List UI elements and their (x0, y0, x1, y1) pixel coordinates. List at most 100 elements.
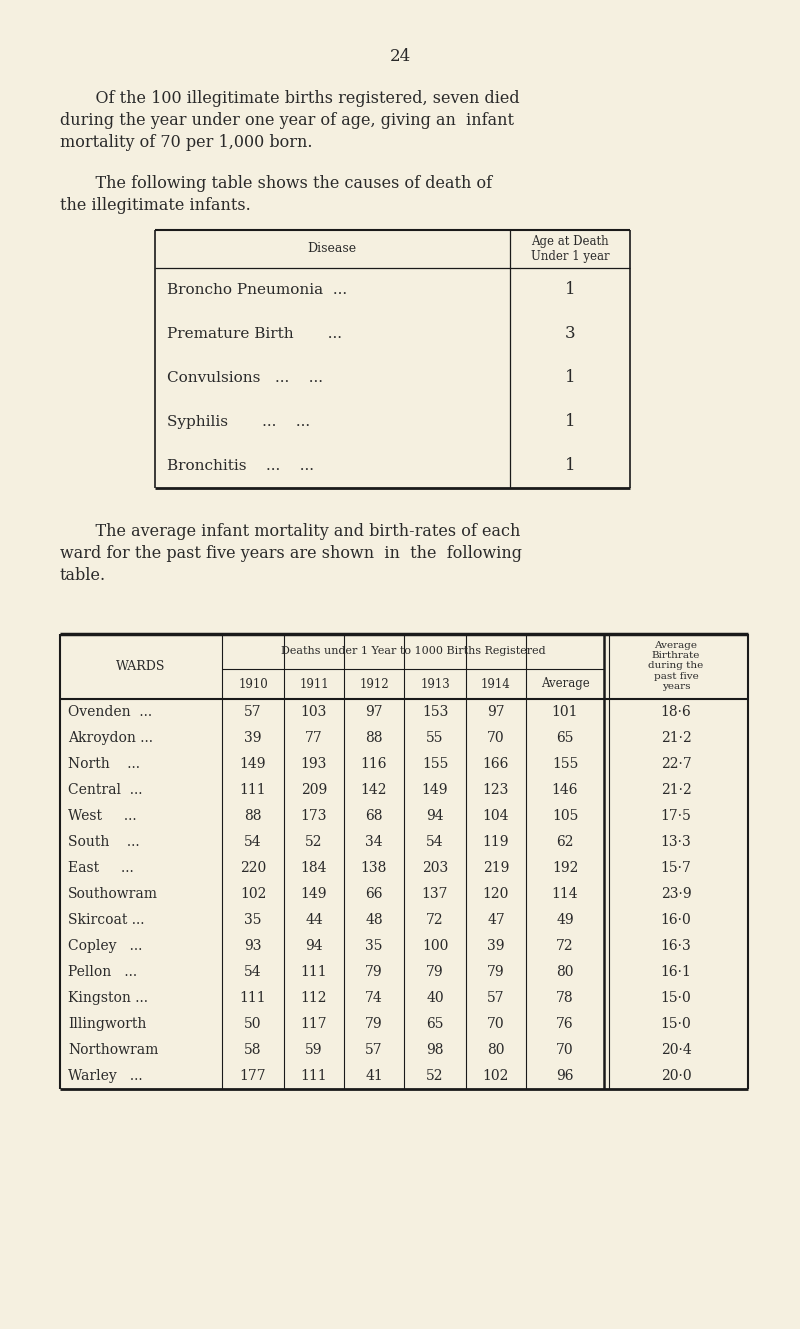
Text: 155: 155 (422, 758, 448, 771)
Text: 62: 62 (556, 835, 574, 849)
Text: 23·9: 23·9 (661, 886, 691, 901)
Text: 16·1: 16·1 (661, 965, 691, 979)
Text: 49: 49 (556, 913, 574, 928)
Text: Age at Death
Under 1 year: Age at Death Under 1 year (530, 235, 610, 263)
Text: The following table shows the causes of death of: The following table shows the causes of … (75, 175, 492, 191)
Text: Broncho Pneumonia  ...: Broncho Pneumonia ... (167, 283, 347, 296)
Text: 1: 1 (565, 369, 575, 387)
Text: 1: 1 (565, 457, 575, 474)
Text: 138: 138 (361, 861, 387, 874)
Text: 57: 57 (365, 1043, 383, 1057)
Text: 54: 54 (426, 835, 444, 849)
Text: Skircoat ...: Skircoat ... (68, 913, 145, 928)
Text: 94: 94 (426, 809, 444, 823)
Text: Pellon   ...: Pellon ... (68, 965, 137, 979)
Text: 18·6: 18·6 (661, 704, 691, 719)
Text: 15·0: 15·0 (661, 1017, 691, 1031)
Text: 101: 101 (552, 704, 578, 719)
Text: 1914: 1914 (481, 678, 511, 691)
Text: table.: table. (60, 567, 106, 583)
Text: 184: 184 (301, 861, 327, 874)
Text: 103: 103 (301, 704, 327, 719)
Text: 44: 44 (305, 913, 323, 928)
Text: 111: 111 (240, 783, 266, 797)
Text: 149: 149 (301, 886, 327, 901)
Text: 155: 155 (552, 758, 578, 771)
Text: 1912: 1912 (359, 678, 389, 691)
Text: 76: 76 (556, 1017, 574, 1031)
Text: 35: 35 (244, 913, 262, 928)
Text: 116: 116 (361, 758, 387, 771)
Text: Average
Birthrate
during the
past five
years: Average Birthrate during the past five y… (648, 641, 704, 691)
Text: 24: 24 (390, 48, 410, 65)
Text: Central  ...: Central ... (68, 783, 142, 797)
Text: Syphilis       ...    ...: Syphilis ... ... (167, 415, 310, 429)
Text: 21·2: 21·2 (661, 783, 691, 797)
Text: mortality of 70 per 1,000 born.: mortality of 70 per 1,000 born. (60, 134, 313, 152)
Text: 111: 111 (240, 991, 266, 1005)
Text: 93: 93 (244, 940, 262, 953)
Text: 47: 47 (487, 913, 505, 928)
Text: 79: 79 (487, 965, 505, 979)
Text: 149: 149 (422, 783, 448, 797)
Text: 193: 193 (301, 758, 327, 771)
Text: 16·3: 16·3 (661, 940, 691, 953)
Text: 105: 105 (552, 809, 578, 823)
Text: 15·7: 15·7 (661, 861, 691, 874)
Text: North    ...: North ... (68, 758, 140, 771)
Text: 88: 88 (366, 731, 382, 746)
Text: 54: 54 (244, 835, 262, 849)
Text: 117: 117 (301, 1017, 327, 1031)
Text: 100: 100 (422, 940, 448, 953)
Text: 70: 70 (487, 1017, 505, 1031)
Text: 20·0: 20·0 (661, 1069, 691, 1083)
Text: Bronchitis    ...    ...: Bronchitis ... ... (167, 459, 314, 473)
Text: 55: 55 (426, 731, 444, 746)
Text: 22·7: 22·7 (661, 758, 691, 771)
Text: 52: 52 (426, 1069, 444, 1083)
Text: 137: 137 (422, 886, 448, 901)
Text: 39: 39 (244, 731, 262, 746)
Text: West     ...: West ... (68, 809, 137, 823)
Text: Of the 100 illegitimate births registered, seven died: Of the 100 illegitimate births registere… (75, 90, 520, 108)
Text: 94: 94 (305, 940, 323, 953)
Text: 1913: 1913 (420, 678, 450, 691)
Text: 57: 57 (244, 704, 262, 719)
Text: 40: 40 (426, 991, 444, 1005)
Text: South    ...: South ... (68, 835, 140, 849)
Text: 57: 57 (487, 991, 505, 1005)
Text: 102: 102 (483, 1069, 509, 1083)
Text: 72: 72 (556, 940, 574, 953)
Text: 66: 66 (366, 886, 382, 901)
Text: 112: 112 (301, 991, 327, 1005)
Text: 72: 72 (426, 913, 444, 928)
Text: Copley   ...: Copley ... (68, 940, 142, 953)
Text: 68: 68 (366, 809, 382, 823)
Text: Disease: Disease (307, 242, 357, 255)
Text: 41: 41 (365, 1069, 383, 1083)
Text: 111: 111 (301, 1069, 327, 1083)
Text: Akroydon ...: Akroydon ... (68, 731, 153, 746)
Text: Deaths under 1 Year to 1000 Births Registered: Deaths under 1 Year to 1000 Births Regis… (281, 646, 546, 657)
Text: 120: 120 (483, 886, 509, 901)
Text: 54: 54 (244, 965, 262, 979)
Text: 70: 70 (487, 731, 505, 746)
Text: 65: 65 (426, 1017, 444, 1031)
Text: 58: 58 (244, 1043, 262, 1057)
Text: 114: 114 (552, 886, 578, 901)
Text: 149: 149 (240, 758, 266, 771)
Text: 203: 203 (422, 861, 448, 874)
Text: 119: 119 (482, 835, 510, 849)
Text: 173: 173 (301, 809, 327, 823)
Text: 74: 74 (365, 991, 383, 1005)
Text: 153: 153 (422, 704, 448, 719)
Text: Northowram: Northowram (68, 1043, 158, 1057)
Text: 146: 146 (552, 783, 578, 797)
Text: 21·2: 21·2 (661, 731, 691, 746)
Text: Average: Average (541, 678, 590, 691)
Text: 104: 104 (482, 809, 510, 823)
Text: 50: 50 (244, 1017, 262, 1031)
Text: 123: 123 (483, 783, 509, 797)
Text: 88: 88 (244, 809, 262, 823)
Text: 111: 111 (301, 965, 327, 979)
